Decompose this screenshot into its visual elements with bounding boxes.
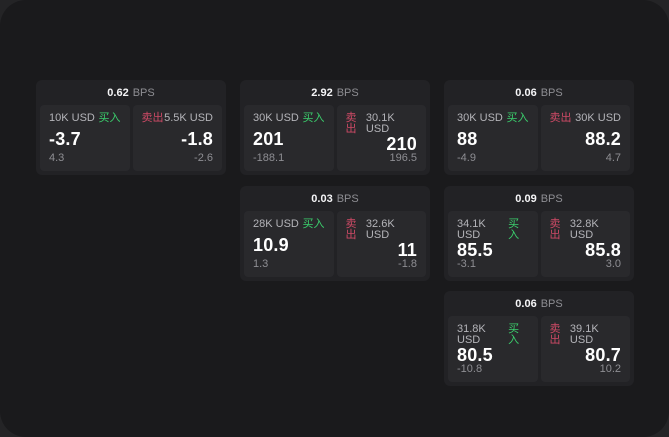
buy-side-label: 买入 [98,112,121,124]
quote-card: 0.62 BPS 10K USD 买入 -3.7 4.3 卖出 5.5K USD [36,80,226,175]
quote-card: 0.09 BPS 34.1K USD 买入 85.5 -3.1 卖出 32.8K… [444,186,634,281]
buy-delta: -188.1 [253,152,285,164]
bps-unit-label: BPS [540,297,563,310]
card-header: 0.03 BPS [240,186,430,211]
card-header: 2.92 BPS [240,80,430,105]
buy-delta: -3.1 [457,258,476,270]
sell-panel[interactable]: 卖出 39.1K USD 80.7 10.2 [540,316,630,382]
buy-panel[interactable]: 31.8K USD 买入 80.5 -10.8 [448,316,538,382]
buy-amount: 31.8K USD [457,323,486,346]
sell-panel[interactable]: 卖出 5.5K USD -1.8 -2.6 [132,105,222,171]
buy-price: 80.5 [457,345,493,365]
bps-value: 0.09 [515,192,537,205]
sell-amount: 30.1K USD [365,112,395,135]
card-header: 0.62 BPS [36,80,226,105]
buy-panel[interactable]: 30K USD 买入 201 -188.1 [244,105,334,171]
sell-price: 11 [397,240,417,260]
bps-unit-label: BPS [540,192,563,205]
sell-amount: 39.1K USD [569,323,599,346]
sell-side-label: 卖出 [141,112,164,124]
sell-amount: 32.8K USD [569,218,599,241]
sell-delta: 196.5 [389,152,417,164]
buy-amount: 28K USD [253,218,299,230]
buy-panel[interactable]: 28K USD 买入 10.9 1.3 [244,211,334,277]
sell-amount: 30K USD [575,112,621,124]
buy-delta: -4.9 [457,152,476,164]
buy-price: -3.7 [49,128,81,149]
bps-value: 0.06 [515,297,537,310]
sell-delta: 3.0 [605,258,621,270]
sell-price: 85.8 [585,240,621,260]
buy-panel[interactable]: 34.1K USD 买入 85.5 -3.1 [448,211,538,277]
bps-value: 0.03 [311,192,333,205]
sell-side-label: 卖出 [549,218,561,241]
buy-amount: 30K USD [457,112,503,124]
card-header: 0.06 BPS [444,291,634,316]
bps-value: 0.62 [107,86,129,99]
buy-side-label: 买入 [508,323,520,346]
buy-price: 88 [457,128,478,149]
buy-panel[interactable]: 30K USD 买入 88 -4.9 [448,105,538,171]
bps-value: 2.92 [311,86,333,99]
quote-card: 2.92 BPS 30K USD 买入 201 -188.1 卖出 30.1K … [240,80,430,175]
buy-amount: 34.1K USD [457,218,486,241]
sell-delta: 4.7 [605,152,621,164]
bps-unit-label: BPS [336,86,359,99]
buy-delta: -10.8 [457,363,483,375]
buy-side-label: 买入 [508,218,520,241]
sell-panel[interactable]: 卖出 30K USD 88.2 4.7 [540,105,630,171]
sell-side-label: 卖出 [345,112,357,135]
buy-panel[interactable]: 10K USD 买入 -3.7 4.3 [40,105,130,171]
card-header: 0.09 BPS [444,186,634,211]
sell-side-label: 卖出 [549,323,561,346]
buy-side-label: 买入 [302,112,325,124]
sell-panel[interactable]: 卖出 32.8K USD 85.8 3.0 [540,211,630,277]
quote-card: 0.03 BPS 28K USD 买入 10.9 1.3 卖出 32.6K US… [240,186,430,281]
quote-card: 0.06 BPS 31.8K USD 买入 80.5 -10.8 卖出 39.1… [444,291,634,386]
sell-panel[interactable]: 卖出 30.1K USD 210 196.5 [336,105,426,171]
sell-panel[interactable]: 卖出 32.6K USD 11 -1.8 [336,211,426,277]
buy-price: 85.5 [457,240,493,260]
buy-amount: 30K USD [253,112,299,124]
sell-amount: 5.5K USD [164,112,213,124]
sell-side-label: 卖出 [345,218,357,241]
sell-delta: -2.6 [194,152,213,164]
buy-delta: 4.3 [49,152,65,164]
sell-price: 210 [386,134,417,154]
sell-amount: 32.6K USD [365,218,395,241]
bps-unit-label: BPS [132,86,155,99]
card-header: 0.06 BPS [444,80,634,105]
sell-price: -1.8 [181,128,213,149]
quote-card: 0.06 BPS 30K USD 买入 88 -4.9 卖出 30K USD [444,80,634,175]
buy-price: 10.9 [253,234,289,255]
sell-delta: 10.2 [599,363,621,375]
buy-price: 201 [253,128,284,149]
sell-price: 80.7 [585,345,621,365]
buy-amount: 10K USD [49,112,95,124]
bps-unit-label: BPS [336,192,359,205]
sell-price: 88.2 [585,128,621,149]
bps-value: 0.06 [515,86,537,99]
buy-delta: 1.3 [253,258,269,270]
sell-side-label: 卖出 [549,112,572,124]
bps-unit-label: BPS [540,86,563,99]
sell-delta: -1.8 [398,258,417,270]
buy-side-label: 买入 [506,112,529,124]
buy-side-label: 买入 [302,218,325,230]
